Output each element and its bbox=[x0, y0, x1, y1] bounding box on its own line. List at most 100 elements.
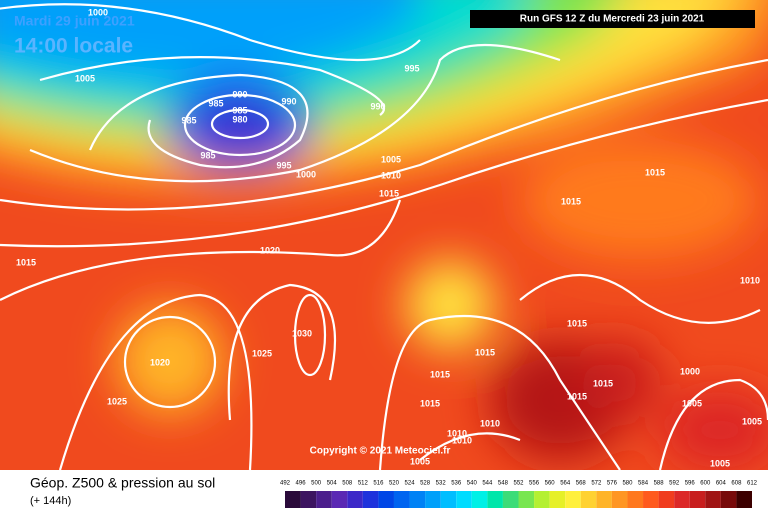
color-cell bbox=[331, 491, 348, 508]
isobar-label: 1000 bbox=[296, 169, 316, 179]
isobar-label: 990 bbox=[232, 89, 247, 99]
isobar-label: 1000 bbox=[88, 7, 108, 17]
color-cell bbox=[409, 491, 426, 508]
isobar-label: 1015 bbox=[645, 167, 665, 177]
isobar-label: 990 bbox=[370, 101, 385, 111]
scale-label: 588 bbox=[654, 481, 665, 487]
isobar-label: 1010 bbox=[447, 428, 467, 438]
isobar-label: 1015 bbox=[430, 369, 450, 379]
isobar-label: 1030 bbox=[292, 328, 312, 338]
color-cell bbox=[643, 491, 659, 508]
isobar-label: 1010 bbox=[381, 170, 401, 180]
isobar-label: 990 bbox=[281, 96, 296, 106]
isobar-label: 1010 bbox=[452, 435, 472, 445]
isobar-label: 1015 bbox=[567, 391, 587, 401]
isobar-label: 1005 bbox=[75, 73, 95, 83]
scale-label: 576 bbox=[607, 481, 618, 487]
color-cell bbox=[378, 491, 394, 508]
scale-label: 568 bbox=[576, 481, 587, 487]
scale-label: 520 bbox=[389, 481, 400, 487]
isobar-label: 1015 bbox=[420, 398, 440, 408]
isobar-label: 1015 bbox=[16, 257, 36, 267]
isobar-label: 1020 bbox=[150, 357, 170, 367]
color-cell bbox=[393, 491, 410, 508]
scale-label: 500 bbox=[311, 481, 322, 487]
color-cell bbox=[471, 491, 488, 508]
scale-label: 604 bbox=[716, 481, 727, 487]
isobar-label: 985 bbox=[200, 150, 215, 160]
scale-label: 512 bbox=[358, 481, 369, 487]
isobar-label: 985 bbox=[181, 115, 196, 125]
color-cell bbox=[285, 491, 301, 508]
isobar-label: 1010 bbox=[740, 275, 760, 285]
field bbox=[0, 0, 768, 470]
isobar-label: 1005 bbox=[710, 458, 730, 468]
isobar-label: 1000 bbox=[680, 366, 700, 376]
color-cell bbox=[534, 491, 550, 508]
scale-label: 596 bbox=[685, 481, 696, 487]
color-cell bbox=[316, 491, 332, 508]
scale-label: 544 bbox=[482, 481, 493, 487]
scale-label: 496 bbox=[296, 481, 307, 487]
isobar-label: 1015 bbox=[593, 378, 613, 388]
date: Mardi 29 juin 2021 bbox=[14, 13, 135, 29]
color-cell bbox=[580, 491, 597, 508]
scale-label: 504 bbox=[327, 481, 338, 487]
color-cell bbox=[565, 491, 581, 508]
scale-label: 564 bbox=[560, 481, 571, 487]
scale-label: 556 bbox=[529, 481, 540, 487]
time: 14:00 locale bbox=[14, 35, 133, 58]
color-cell bbox=[300, 491, 317, 508]
color-cell bbox=[549, 491, 566, 508]
isobar-label: 1025 bbox=[107, 396, 127, 406]
color-cell bbox=[518, 491, 535, 508]
isobar-label: 980 bbox=[232, 114, 247, 124]
run-box bbox=[470, 10, 755, 28]
scale-label: 516 bbox=[373, 481, 384, 487]
isobar-label: 995 bbox=[276, 160, 291, 170]
scale-label: 532 bbox=[436, 481, 447, 487]
scale-label: 580 bbox=[622, 481, 633, 487]
color-cell bbox=[720, 491, 737, 508]
isobar-label: 1025 bbox=[252, 348, 272, 358]
color-cell bbox=[736, 491, 752, 508]
color-cell bbox=[627, 491, 644, 508]
scale-label: 524 bbox=[405, 481, 416, 487]
scale-label: 560 bbox=[545, 481, 556, 487]
isobar-label: 1005 bbox=[742, 416, 762, 426]
footer-lead: (+ 144h) bbox=[30, 495, 71, 507]
isobar-label: 1015 bbox=[379, 188, 399, 198]
scale-label: 508 bbox=[342, 481, 353, 487]
isobar-label: 1015 bbox=[475, 347, 495, 357]
color-cell bbox=[425, 491, 441, 508]
isobars bbox=[0, 3, 768, 470]
scale-label: 612 bbox=[747, 481, 758, 487]
isobar-label: 1005 bbox=[410, 456, 430, 466]
scale-label: 536 bbox=[451, 481, 462, 487]
color-cell bbox=[658, 491, 675, 508]
color-cell bbox=[611, 491, 628, 508]
copyright: Copyright © 2021 Meteociel.fr bbox=[310, 446, 451, 457]
scale-label: 572 bbox=[591, 481, 602, 487]
isobar-label: 1010 bbox=[480, 418, 500, 428]
scale-label: 608 bbox=[731, 481, 742, 487]
scale-label: 492 bbox=[280, 481, 291, 487]
color-cell bbox=[456, 491, 472, 508]
color-cell bbox=[674, 491, 690, 508]
isobar-label: 1005 bbox=[682, 398, 702, 408]
color-cell bbox=[487, 491, 503, 508]
isobar-label: 1015 bbox=[561, 196, 581, 206]
scale-label: 540 bbox=[467, 481, 478, 487]
scale-label: 584 bbox=[638, 481, 649, 487]
isobar-label: 985 bbox=[232, 105, 247, 115]
scale-label: 548 bbox=[498, 481, 509, 487]
scale-label: 528 bbox=[420, 481, 431, 487]
scale-label: 552 bbox=[513, 481, 524, 487]
footer-title: Géop. Z500 & pression au sol bbox=[30, 475, 215, 491]
color-cell bbox=[347, 491, 363, 508]
color-cell bbox=[689, 491, 706, 508]
isobar-label: 995 bbox=[404, 63, 419, 73]
isobar-label: 1005 bbox=[381, 154, 401, 164]
color-cell bbox=[705, 491, 721, 508]
